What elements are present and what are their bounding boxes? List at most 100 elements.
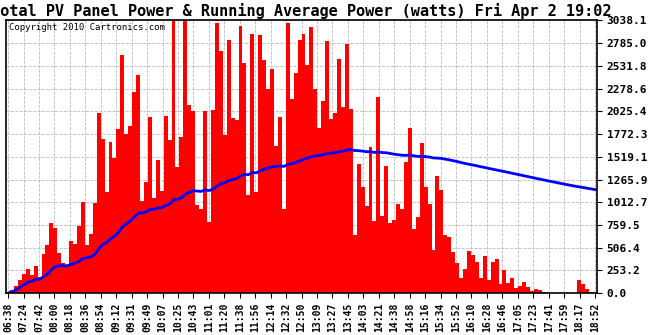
Bar — [400, 209, 404, 293]
Bar — [179, 137, 183, 293]
Bar — [258, 36, 262, 293]
Bar — [286, 23, 290, 293]
Bar — [408, 128, 412, 293]
Bar — [195, 205, 199, 293]
Bar — [298, 40, 302, 293]
Bar — [333, 113, 337, 293]
Bar — [18, 280, 22, 293]
Bar — [26, 269, 30, 293]
Bar — [424, 187, 428, 293]
Bar — [10, 290, 14, 293]
Bar — [483, 256, 487, 293]
Bar — [455, 263, 459, 293]
Bar — [420, 143, 424, 293]
Bar — [124, 134, 128, 293]
Bar — [164, 116, 168, 293]
Bar — [30, 275, 34, 293]
Bar — [479, 278, 483, 293]
Bar — [577, 280, 581, 293]
Bar — [242, 63, 246, 293]
Bar — [262, 61, 266, 293]
Bar — [388, 223, 392, 293]
Bar — [266, 89, 270, 293]
Bar — [475, 262, 479, 293]
Bar — [376, 97, 380, 293]
Bar — [357, 164, 361, 293]
Bar — [93, 203, 97, 293]
Bar — [369, 147, 372, 293]
Bar — [526, 287, 530, 293]
Bar — [69, 241, 73, 293]
Bar — [471, 255, 475, 293]
Bar — [306, 65, 309, 293]
Bar — [219, 51, 223, 293]
Bar — [109, 141, 112, 293]
Bar — [187, 105, 191, 293]
Bar — [491, 262, 495, 293]
Bar — [270, 69, 274, 293]
Bar — [510, 278, 514, 293]
Bar — [85, 245, 89, 293]
Bar — [459, 278, 463, 293]
Bar — [89, 234, 93, 293]
Bar — [231, 118, 235, 293]
Bar — [518, 286, 522, 293]
Bar — [223, 135, 227, 293]
Bar — [495, 259, 499, 293]
Bar — [136, 75, 140, 293]
Bar — [365, 205, 369, 293]
Bar — [392, 220, 396, 293]
Bar — [49, 223, 53, 293]
Bar — [176, 166, 179, 293]
Bar — [274, 146, 278, 293]
Bar — [22, 274, 26, 293]
Bar — [148, 117, 152, 293]
Bar — [207, 222, 211, 293]
Bar — [436, 176, 439, 293]
Bar — [239, 26, 242, 293]
Bar — [282, 209, 286, 293]
Bar — [428, 204, 432, 293]
Bar — [172, 20, 176, 293]
Bar — [321, 101, 325, 293]
Bar — [168, 140, 172, 293]
Bar — [250, 35, 254, 293]
Bar — [120, 55, 124, 293]
Bar — [432, 250, 436, 293]
Bar — [112, 158, 116, 293]
Bar — [254, 192, 258, 293]
Bar — [132, 91, 136, 293]
Bar — [313, 89, 317, 293]
Bar — [337, 59, 341, 293]
Bar — [73, 244, 77, 293]
Bar — [309, 26, 313, 293]
Bar — [380, 216, 384, 293]
Bar — [38, 277, 42, 293]
Bar — [522, 282, 526, 293]
Bar — [191, 111, 195, 293]
Bar — [81, 202, 85, 293]
Bar — [61, 263, 65, 293]
Bar — [443, 235, 447, 293]
Bar — [46, 245, 49, 293]
Bar — [467, 251, 471, 293]
Bar — [384, 166, 388, 293]
Bar — [302, 34, 306, 293]
Bar — [506, 283, 510, 293]
Bar — [463, 269, 467, 293]
Bar — [42, 254, 46, 293]
Bar — [325, 41, 329, 293]
Bar — [116, 129, 120, 293]
Bar — [65, 266, 69, 293]
Bar — [235, 120, 239, 293]
Bar — [215, 23, 219, 293]
Bar — [290, 99, 294, 293]
Bar — [105, 192, 109, 293]
Bar — [14, 286, 18, 293]
Bar — [278, 117, 282, 293]
Bar — [372, 221, 376, 293]
Bar — [34, 266, 38, 293]
Bar — [97, 113, 101, 293]
Bar — [361, 187, 365, 293]
Bar — [404, 162, 408, 293]
